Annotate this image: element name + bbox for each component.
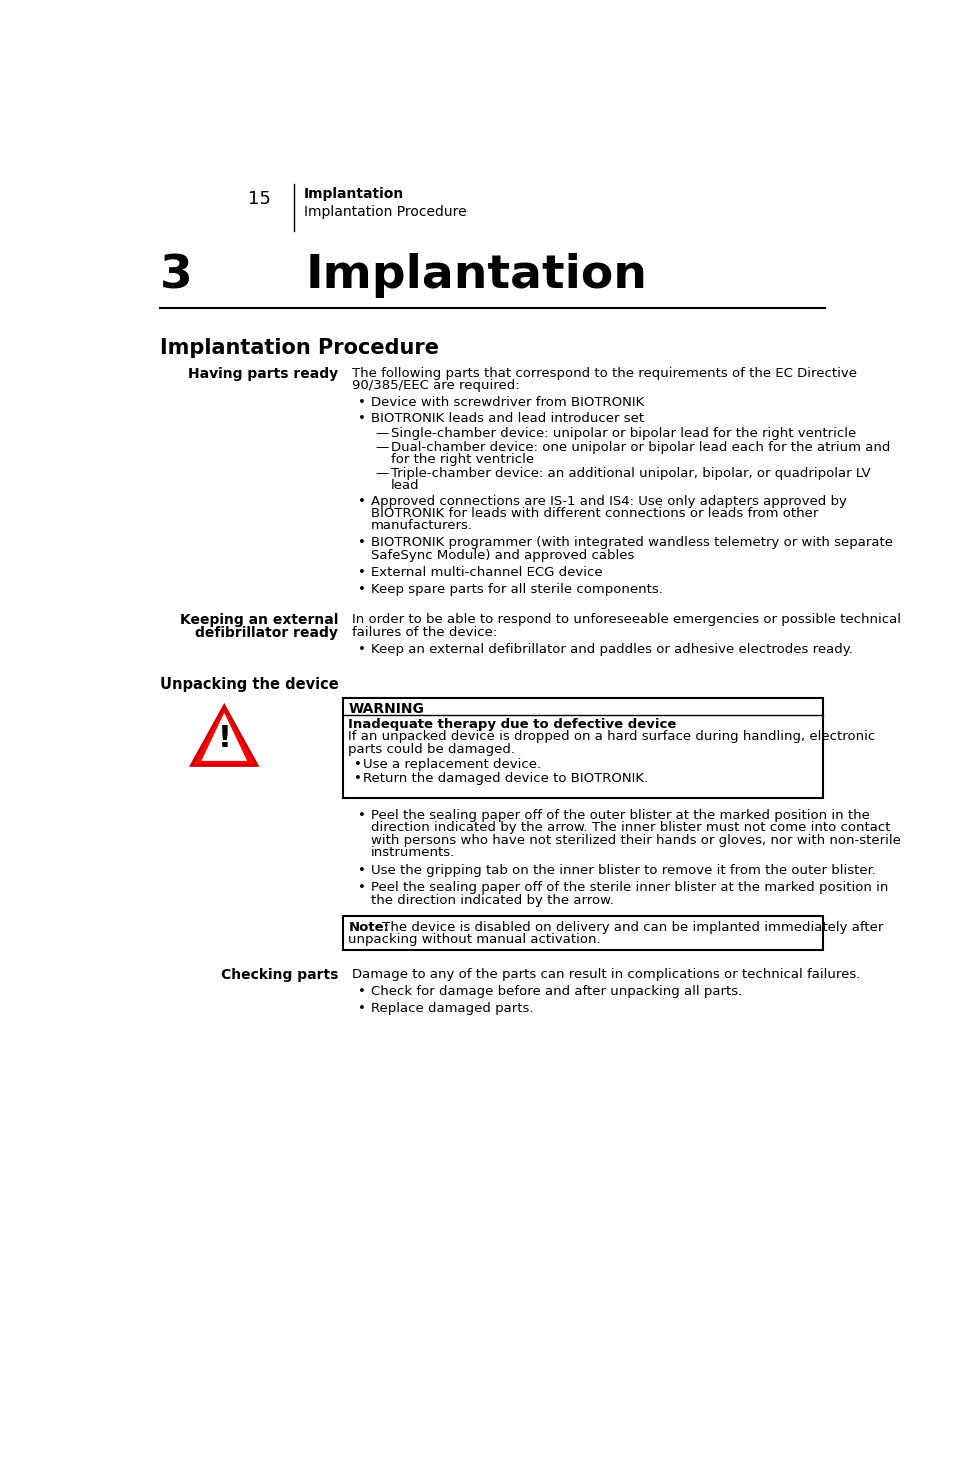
Text: lead: lead	[390, 480, 419, 493]
Text: Return the damaged device to BIOTRONIK.: Return the damaged device to BIOTRONIK.	[363, 772, 648, 785]
Text: —: —	[375, 442, 389, 453]
Text: •: •	[354, 772, 362, 785]
Text: defibrillator ready: defibrillator ready	[195, 626, 338, 640]
Text: •: •	[358, 882, 367, 895]
Text: Implantation: Implantation	[304, 186, 404, 201]
Text: •: •	[358, 1002, 367, 1015]
Text: In order to be able to respond to unforeseeable emergencies or possible technica: In order to be able to respond to unfore…	[352, 613, 901, 626]
Text: parts could be damaged.: parts could be damaged.	[348, 742, 515, 756]
Text: Replace damaged parts.: Replace damaged parts.	[370, 1002, 533, 1015]
Polygon shape	[201, 713, 247, 761]
Text: •: •	[358, 582, 367, 596]
Text: Having parts ready: Having parts ready	[188, 367, 338, 381]
Text: 3: 3	[160, 252, 192, 298]
Text: •: •	[358, 412, 367, 424]
Text: manufacturers.: manufacturers.	[370, 519, 473, 533]
Text: The device is disabled on delivery and can be implanted immediately after: The device is disabled on delivery and c…	[378, 921, 883, 933]
FancyBboxPatch shape	[343, 915, 823, 951]
Text: SafeSync Module) and approved cables: SafeSync Module) and approved cables	[370, 549, 634, 562]
Text: Damage to any of the parts can result in complications or technical failures.: Damage to any of the parts can result in…	[352, 968, 860, 981]
Text: Check for damage before and after unpacking all parts.: Check for damage before and after unpack…	[370, 986, 742, 999]
Text: with persons who have not sterilized their hands or gloves, nor with non-sterile: with persons who have not sterilized the…	[370, 833, 901, 846]
Text: Single-chamber device: unipolar or bipolar lead for the right ventricle: Single-chamber device: unipolar or bipol…	[390, 427, 857, 440]
Text: the direction indicated by the arrow.: the direction indicated by the arrow.	[370, 893, 613, 907]
Text: 15: 15	[248, 189, 271, 208]
Text: —: —	[375, 467, 389, 480]
Polygon shape	[191, 706, 257, 766]
Text: 90/385/EEC are required:: 90/385/EEC are required:	[352, 380, 520, 392]
Text: •: •	[354, 758, 362, 772]
Text: BIOTRONIK programmer (with integrated wandless telemetry or with separate: BIOTRONIK programmer (with integrated wa…	[370, 537, 893, 550]
Text: •: •	[358, 864, 367, 877]
Text: —: —	[375, 427, 389, 440]
Text: unpacking without manual activation.: unpacking without manual activation.	[348, 933, 601, 946]
Text: BIOTRONIK leads and lead introducer set: BIOTRONIK leads and lead introducer set	[370, 412, 644, 424]
Text: Implantation Procedure: Implantation Procedure	[304, 205, 467, 219]
Text: •: •	[358, 494, 367, 508]
Text: !: !	[217, 725, 232, 753]
Text: Inadequate therapy due to defective device: Inadequate therapy due to defective devi…	[348, 719, 677, 731]
Text: Keeping an external: Keeping an external	[180, 613, 338, 628]
Text: The following parts that correspond to the requirements of the EC Directive: The following parts that correspond to t…	[352, 367, 857, 380]
Text: Unpacking the device: Unpacking the device	[160, 676, 339, 691]
Text: •: •	[358, 643, 367, 656]
Text: Checking parts: Checking parts	[221, 968, 338, 983]
Text: for the right ventricle: for the right ventricle	[390, 453, 534, 467]
Text: instruments.: instruments.	[370, 846, 455, 860]
Text: •: •	[358, 986, 367, 999]
Text: •: •	[358, 566, 367, 578]
Text: Use a replacement device.: Use a replacement device.	[363, 758, 541, 772]
Text: Note:: Note:	[348, 921, 389, 933]
FancyBboxPatch shape	[343, 698, 823, 798]
Text: Implantation Procedure: Implantation Procedure	[160, 337, 439, 358]
Text: Triple-chamber device: an additional unipolar, bipolar, or quadripolar LV: Triple-chamber device: an additional uni…	[390, 467, 871, 480]
Text: Dual-chamber device: one unipolar or bipolar lead each for the atrium and: Dual-chamber device: one unipolar or bip…	[390, 442, 890, 453]
Text: Keep spare parts for all sterile components.: Keep spare parts for all sterile compone…	[370, 582, 662, 596]
Text: If an unpacked device is dropped on a hard surface during handling, electronic: If an unpacked device is dropped on a ha…	[348, 731, 876, 744]
Text: Peel the sealing paper off of the sterile inner blister at the marked position i: Peel the sealing paper off of the steril…	[370, 882, 888, 895]
Text: Implantation: Implantation	[305, 252, 648, 298]
Text: BIOTRONIK for leads with different connections or leads from other: BIOTRONIK for leads with different conne…	[370, 508, 818, 521]
Text: Device with screwdriver from BIOTRONIK: Device with screwdriver from BIOTRONIK	[370, 396, 644, 409]
Text: Keep an external defibrillator and paddles or adhesive electrodes ready.: Keep an external defibrillator and paddl…	[370, 643, 853, 656]
Text: Use the gripping tab on the inner blister to remove it from the outer blister.: Use the gripping tab on the inner bliste…	[370, 864, 876, 877]
Text: WARNING: WARNING	[348, 701, 424, 716]
Text: Peel the sealing paper off of the outer blister at the marked position in the: Peel the sealing paper off of the outer …	[370, 808, 870, 822]
Text: •: •	[358, 808, 367, 822]
Text: •: •	[358, 537, 367, 550]
Text: direction indicated by the arrow. The inner blister must not come into contact: direction indicated by the arrow. The in…	[370, 822, 890, 835]
Text: •: •	[358, 396, 367, 409]
Text: External multi-channel ECG device: External multi-channel ECG device	[370, 566, 602, 578]
Text: Approved connections are IS-1 and IS4: Use only adapters approved by: Approved connections are IS-1 and IS4: U…	[370, 494, 847, 508]
Text: failures of the device:: failures of the device:	[352, 626, 498, 638]
